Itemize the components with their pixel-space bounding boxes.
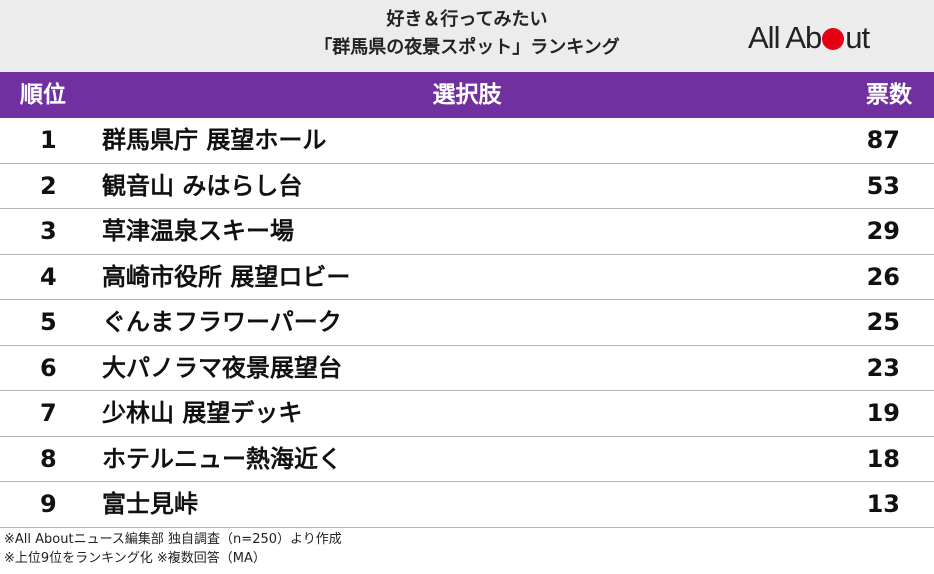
rank-cell: 1 <box>40 126 57 154</box>
rank-cell: 3 <box>40 217 57 245</box>
choice-cell: ホテルニュー熱海近く <box>102 444 342 473</box>
column-header-rank: 順位 <box>20 82 66 108</box>
votes-cell: 53 <box>866 171 900 200</box>
title-line-2: 「群馬県の夜景スポット」ランキング <box>314 37 620 58</box>
choice-cell: 群馬県庁 展望ホール <box>102 126 327 154</box>
votes-cell: 26 <box>866 262 900 291</box>
choice-cell: ぐんまフラワーパーク <box>102 308 342 336</box>
table-row: 8 ホテルニュー熱海近く 18 <box>0 437 934 482</box>
allabout-logo: All Ab ut <box>748 20 870 55</box>
table-row: 6 大パノラマ夜景展望台 23 <box>0 346 934 391</box>
table-row: 4 高崎市役所 展望ロビー 26 <box>0 255 934 300</box>
choice-cell: 草津温泉スキー場 <box>102 217 294 245</box>
table-row: 5 ぐんまフラワーパーク 25 <box>0 300 934 346</box>
choice-cell: 少林山 展望デッキ <box>102 399 303 427</box>
footnotes: ※All Aboutニュース編集部 独自調査（n=250）より作成 ※上位9位を… <box>4 530 342 568</box>
table-row: 9 富士見峠 13 <box>0 482 934 528</box>
chart-title: 好き＆行ってみたい 「群馬県の夜景スポット」ランキング <box>0 6 934 62</box>
table-row: 2 観音山 みはらし台 53 <box>0 164 934 209</box>
logo-dot-icon <box>822 28 845 50</box>
chart-header: 好き＆行ってみたい 「群馬県の夜景スポット」ランキング All Ab ut <box>0 0 934 72</box>
rank-cell: 4 <box>40 262 57 291</box>
rank-cell: 7 <box>40 399 57 427</box>
votes-cell: 13 <box>866 490 900 518</box>
table-body: 1 群馬県庁 展望ホール 87 2 観音山 みはらし台 53 3 草津温泉スキー場 29 4 高崎市… <box>0 118 934 528</box>
rank-cell: 2 <box>40 171 57 200</box>
votes-cell: 19 <box>866 399 900 427</box>
rank-cell: 5 <box>40 308 57 336</box>
rank-cell: 9 <box>40 490 57 518</box>
table-header: 順位 選択肢 票数 <box>0 72 934 118</box>
votes-cell: 18 <box>866 444 900 473</box>
votes-cell: 29 <box>866 217 900 245</box>
choice-cell: 大パノラマ夜景展望台 <box>102 353 342 382</box>
column-header-choice: 選択肢 <box>432 82 502 108</box>
votes-cell: 25 <box>866 308 900 336</box>
choice-cell: 富士見峠 <box>102 490 198 518</box>
table-row: 7 少林山 展望デッキ 19 <box>0 391 934 437</box>
votes-cell: 87 <box>866 126 900 154</box>
table-row: 1 群馬県庁 展望ホール 87 <box>0 118 934 164</box>
choice-cell: 観音山 みはらし台 <box>102 171 303 200</box>
title-line-1: 好き＆行ってみたい <box>386 9 548 30</box>
votes-cell: 23 <box>866 353 900 382</box>
table-row: 3 草津温泉スキー場 29 <box>0 209 934 255</box>
rank-cell: 8 <box>40 444 57 473</box>
column-header-votes: 票数 <box>866 82 912 108</box>
rank-cell: 6 <box>40 353 57 382</box>
footnote-method: ※上位9位をランキング化 ※複数回答（MA） <box>4 551 266 566</box>
choice-cell: 高崎市役所 展望ロビー <box>102 262 351 291</box>
footnote-source: ※All Aboutニュース編集部 独自調査（n=250）より作成 <box>4 532 342 547</box>
